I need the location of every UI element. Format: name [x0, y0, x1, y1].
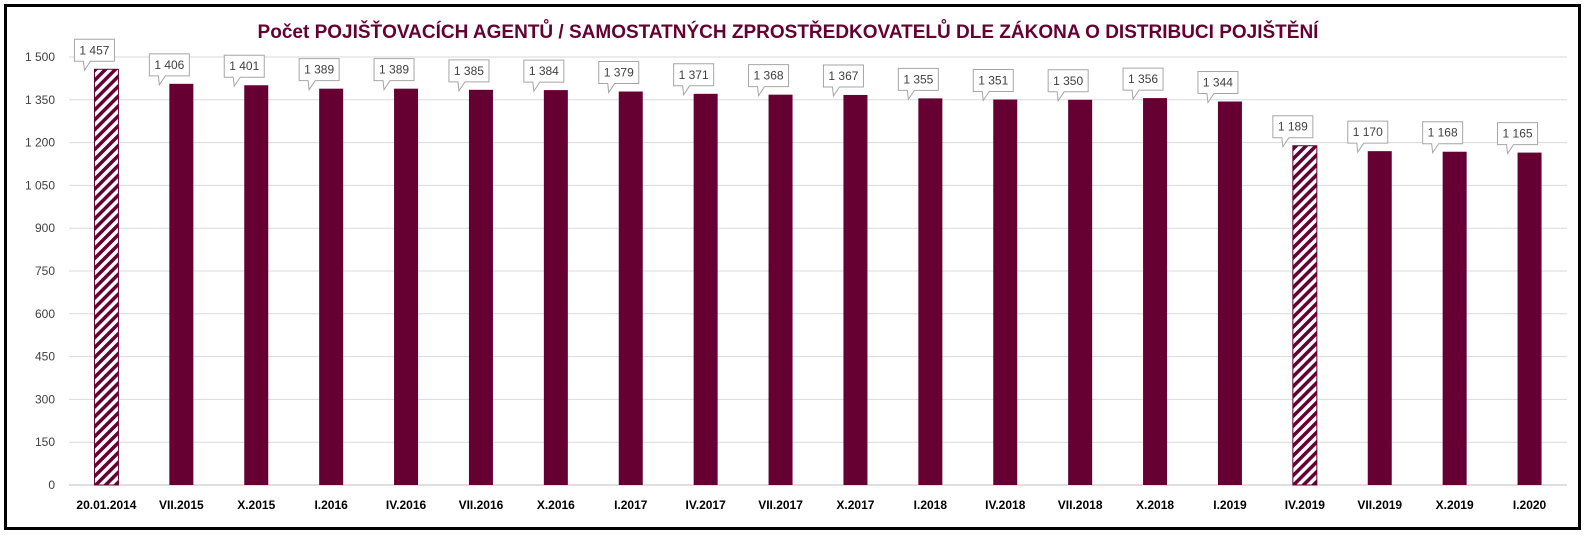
x-tick-label: I.2017 — [614, 498, 648, 512]
data-label: 1 165 — [1503, 127, 1533, 141]
data-label-callout — [298, 58, 340, 92]
data-label: 1 344 — [1203, 76, 1233, 90]
data-label: 1 379 — [604, 66, 634, 80]
y-tick-label: 300 — [35, 392, 55, 406]
bars — [93, 68, 1542, 486]
bar — [843, 94, 868, 485]
x-tick-label: I.2020 — [1513, 498, 1547, 512]
y-tick-label: 1 200 — [25, 136, 55, 150]
x-tick-label: I.2016 — [314, 498, 348, 512]
data-label-callout — [1497, 122, 1539, 156]
data-labels: 1 457 1 406 1 401 1 389 1 389 1 385 1 384 1 379… — [73, 38, 1539, 156]
bar — [993, 99, 1018, 486]
x-tick-label: VII.2017 — [758, 498, 803, 512]
y-tick-label: 150 — [35, 435, 55, 449]
data-label: 1 170 — [1353, 125, 1383, 139]
data-label-callout — [897, 67, 939, 101]
data-label-callout — [1197, 71, 1239, 104]
x-tick-label: X.2019 — [1436, 498, 1474, 512]
gridlines — [69, 56, 1567, 486]
x-tick-label: IV.2018 — [985, 498, 1026, 512]
bar — [1217, 101, 1242, 486]
chart-title: Počet POJIŠŤOVACÍCH AGENTŮ / SAMOSTATNÝC… — [258, 20, 1320, 43]
data-label: 1 401 — [229, 59, 259, 73]
data-label: 1 356 — [1128, 72, 1158, 86]
x-tick-label: VII.2015 — [159, 498, 204, 512]
bar — [468, 89, 493, 486]
data-label: 1 350 — [1053, 74, 1083, 88]
x-tick-label: VII.2019 — [1357, 498, 1402, 512]
data-label: 1 367 — [828, 69, 858, 83]
bar — [768, 94, 793, 485]
data-label: 1 368 — [754, 69, 784, 83]
data-label-callout — [972, 69, 1014, 102]
data-label-callout — [822, 64, 864, 98]
y-axis: 0 150 300 450 600 750 900 1 050 1 200 1 350 1 500 — [25, 50, 55, 492]
data-label-callout — [73, 38, 115, 72]
bar — [1068, 99, 1093, 486]
data-label: 1 389 — [304, 63, 334, 77]
bar — [319, 88, 344, 485]
bar — [918, 98, 943, 485]
data-label-callout — [1422, 121, 1464, 155]
x-tick-label: I.2019 — [1213, 498, 1247, 512]
y-tick-label: 900 — [35, 221, 55, 235]
data-label-callout — [523, 59, 565, 93]
data-label-callout — [748, 64, 790, 98]
x-tick-label: I.2018 — [914, 498, 948, 512]
data-label-callout — [223, 54, 265, 88]
x-tick-label: X.2018 — [1136, 498, 1174, 512]
x-tick-label: VII.2018 — [1058, 498, 1103, 512]
data-label-callout — [1272, 115, 1314, 149]
x-tick-label: IV.2016 — [386, 498, 427, 512]
data-label-callout — [148, 53, 190, 87]
data-label-callout — [448, 59, 490, 93]
data-label: 1 351 — [978, 74, 1008, 88]
bar — [1367, 151, 1392, 485]
y-tick-label: 1 350 — [25, 93, 55, 107]
bar — [543, 90, 568, 485]
bar — [1442, 151, 1467, 486]
x-tick-label: X.2017 — [836, 498, 874, 512]
data-label-callout — [373, 58, 415, 92]
chart-frame: Počet POJIŠŤOVACÍCH AGENTŮ / SAMOSTATNÝC… — [4, 4, 1581, 530]
data-label: 1 389 — [379, 63, 409, 77]
bar — [618, 91, 643, 485]
data-label: 1 406 — [154, 58, 184, 72]
data-label: 1 384 — [529, 64, 559, 78]
bar — [394, 88, 419, 485]
y-tick-label: 0 — [48, 478, 55, 492]
data-label: 1 355 — [903, 72, 933, 86]
data-label: 1 168 — [1428, 126, 1458, 140]
x-tick-label: 20.01.2014 — [76, 498, 136, 512]
data-label-callout — [1047, 69, 1089, 103]
data-label: 1 189 — [1278, 120, 1308, 134]
bar — [1292, 145, 1318, 486]
y-tick-label: 450 — [35, 350, 55, 364]
bar — [1517, 152, 1542, 485]
data-label-callout — [673, 63, 715, 97]
bar — [244, 85, 269, 486]
data-label-callout — [1122, 67, 1164, 101]
x-tick-label: VII.2016 — [459, 498, 504, 512]
y-tick-label: 600 — [35, 307, 55, 321]
x-tick-label: IV.2017 — [686, 498, 727, 512]
x-tick-label: X.2015 — [237, 498, 275, 512]
x-tick-label: X.2016 — [537, 498, 575, 512]
y-tick-label: 1 500 — [25, 50, 55, 64]
bar-chart: Počet POJIŠŤOVACÍCH AGENTŮ / SAMOSTATNÝC… — [25, 20, 1567, 512]
x-axis: 20.01.2014 VII.2015 X.2015 I.2016 IV.2016 VII… — [76, 498, 1546, 512]
y-tick-label: 750 — [35, 264, 55, 278]
bar — [1143, 98, 1168, 485]
data-label: 1 457 — [79, 43, 109, 57]
data-label: 1 385 — [454, 64, 484, 78]
data-label-callout — [598, 61, 640, 94]
x-tick-label: IV.2019 — [1285, 498, 1326, 512]
data-label-callout — [1347, 120, 1389, 154]
data-label: 1 371 — [679, 68, 709, 82]
bar — [693, 93, 718, 486]
bar — [169, 83, 194, 485]
bar — [93, 68, 119, 486]
y-tick-label: 1 050 — [25, 178, 55, 192]
